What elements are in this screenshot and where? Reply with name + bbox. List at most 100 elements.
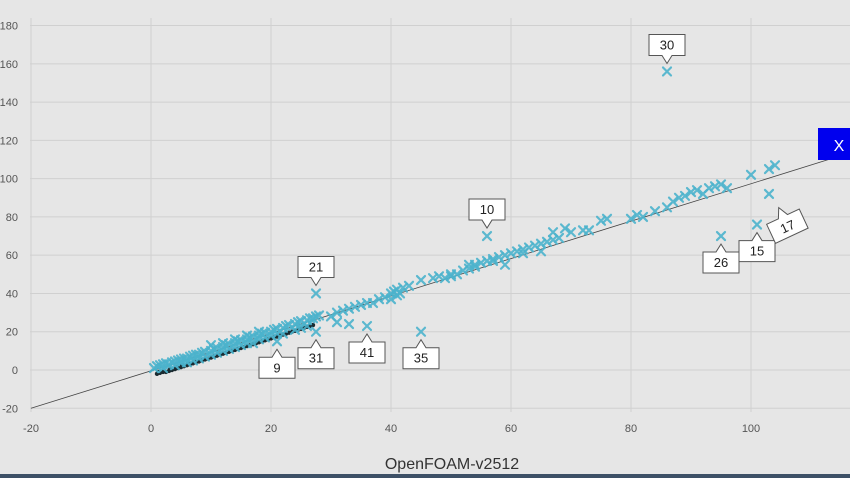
data-point: [415, 326, 427, 337]
data-point: [721, 183, 733, 194]
callout-21: 21: [297, 255, 335, 287]
x-tick-label: 100: [742, 423, 760, 435]
callout-35: 35: [402, 338, 440, 370]
grid: [30, 18, 850, 412]
data-point: [559, 223, 571, 234]
data-point: [667, 196, 679, 207]
data-point: [751, 219, 763, 230]
data-point: [271, 328, 283, 339]
callout-box: [258, 348, 296, 379]
callout-17: 17: [765, 206, 809, 244]
x-tick-label: 20: [265, 423, 277, 435]
callout-label: 9: [273, 360, 280, 375]
data-point: [211, 347, 223, 358]
y-tick-label: 40: [6, 288, 18, 300]
data-point: [583, 225, 595, 236]
data-point: [187, 355, 199, 366]
data-point: [769, 160, 781, 171]
callout-box: [348, 333, 386, 364]
callout-box: [297, 255, 335, 287]
data-point: [205, 340, 217, 351]
bottom-border: [0, 474, 850, 478]
data-point: [691, 185, 703, 196]
data-point: [175, 357, 187, 368]
data-point: [481, 230, 493, 242]
data-point: [649, 206, 661, 217]
data-point: [331, 317, 343, 328]
callout-9: 9: [258, 348, 296, 379]
callout-10: 10: [468, 198, 506, 229]
callout-label: 35: [414, 351, 428, 366]
y-tick-label: 140: [0, 97, 18, 109]
data-point: [763, 188, 775, 200]
y-tick-label: 80: [6, 212, 18, 224]
data-point: [547, 227, 559, 238]
x-axis-label: OpenFOAM-v2512: [385, 456, 519, 473]
callout-30: 30: [648, 33, 686, 65]
data-point: [469, 261, 481, 272]
callout-box: [702, 243, 740, 274]
data-point: [199, 351, 211, 362]
data-point: [313, 310, 325, 321]
y-tick-label: 100: [0, 174, 18, 186]
close-button-label[interactable]: X: [834, 138, 845, 155]
callout-label: 17: [778, 217, 797, 237]
data-point: [241, 330, 253, 341]
callout-box: [648, 33, 686, 65]
data-point: [445, 269, 457, 280]
data-point: [415, 274, 427, 286]
callout-31: 31: [297, 338, 335, 370]
callout-label: 30: [660, 37, 674, 52]
y-tick-label: 0: [12, 365, 18, 377]
y-tick-label: 60: [6, 250, 18, 262]
data-point: [745, 169, 757, 180]
data-point: [343, 318, 355, 330]
y-tick-label: 160: [0, 59, 18, 71]
data-point: [763, 163, 775, 175]
y-tick-label: 120: [0, 135, 18, 147]
data-point: [679, 190, 691, 201]
callout-26: 26: [702, 243, 740, 274]
data-point: [361, 320, 373, 332]
callout-label: 10: [480, 202, 494, 217]
callout-label: 21: [309, 259, 323, 274]
data-point: [157, 362, 169, 374]
x-tick-label: 80: [625, 423, 637, 435]
data-point: [535, 246, 547, 257]
data-point: [403, 280, 415, 291]
callouts: 30 21 10 9 31 41 35 26 15 17: [258, 33, 809, 379]
data-point: [169, 360, 181, 371]
data-point: [637, 211, 649, 223]
callout-15: 15: [738, 231, 776, 263]
close-button-box[interactable]: [818, 128, 850, 160]
data-point: [235, 340, 247, 351]
data-point: [385, 294, 397, 305]
data-point: [565, 227, 577, 238]
data-point: [367, 297, 379, 309]
x-tick-label: 0: [148, 423, 154, 435]
callout-label: 26: [714, 255, 728, 270]
axis-ticks: -20 0 20 40 60 80 100 -20 0 20 40 60 80 100 120 140 160 1…: [0, 21, 760, 435]
data-point: [310, 288, 322, 299]
callout-label: 31: [309, 351, 323, 366]
data-point: [715, 179, 727, 190]
data-point: [259, 332, 271, 343]
data-point: [223, 343, 235, 355]
scatter-points: [148, 66, 781, 374]
data-point: [601, 213, 613, 224]
data-point: [310, 326, 322, 337]
callout-box: [468, 198, 506, 229]
y-tick-label: -20: [2, 403, 18, 415]
close-button[interactable]: X: [818, 128, 850, 160]
data-point: [499, 259, 511, 270]
data-point: [271, 336, 283, 347]
x-tick-label: -20: [23, 423, 39, 435]
y-tick-label: 180: [0, 21, 18, 33]
data-point: [715, 230, 727, 242]
y-tick-label: 20: [6, 327, 18, 339]
data-point: [625, 213, 637, 224]
x-tick-label: 40: [385, 423, 397, 435]
callout-41: 41: [348, 333, 386, 364]
data-point: [247, 338, 259, 349]
data-point: [487, 255, 499, 267]
